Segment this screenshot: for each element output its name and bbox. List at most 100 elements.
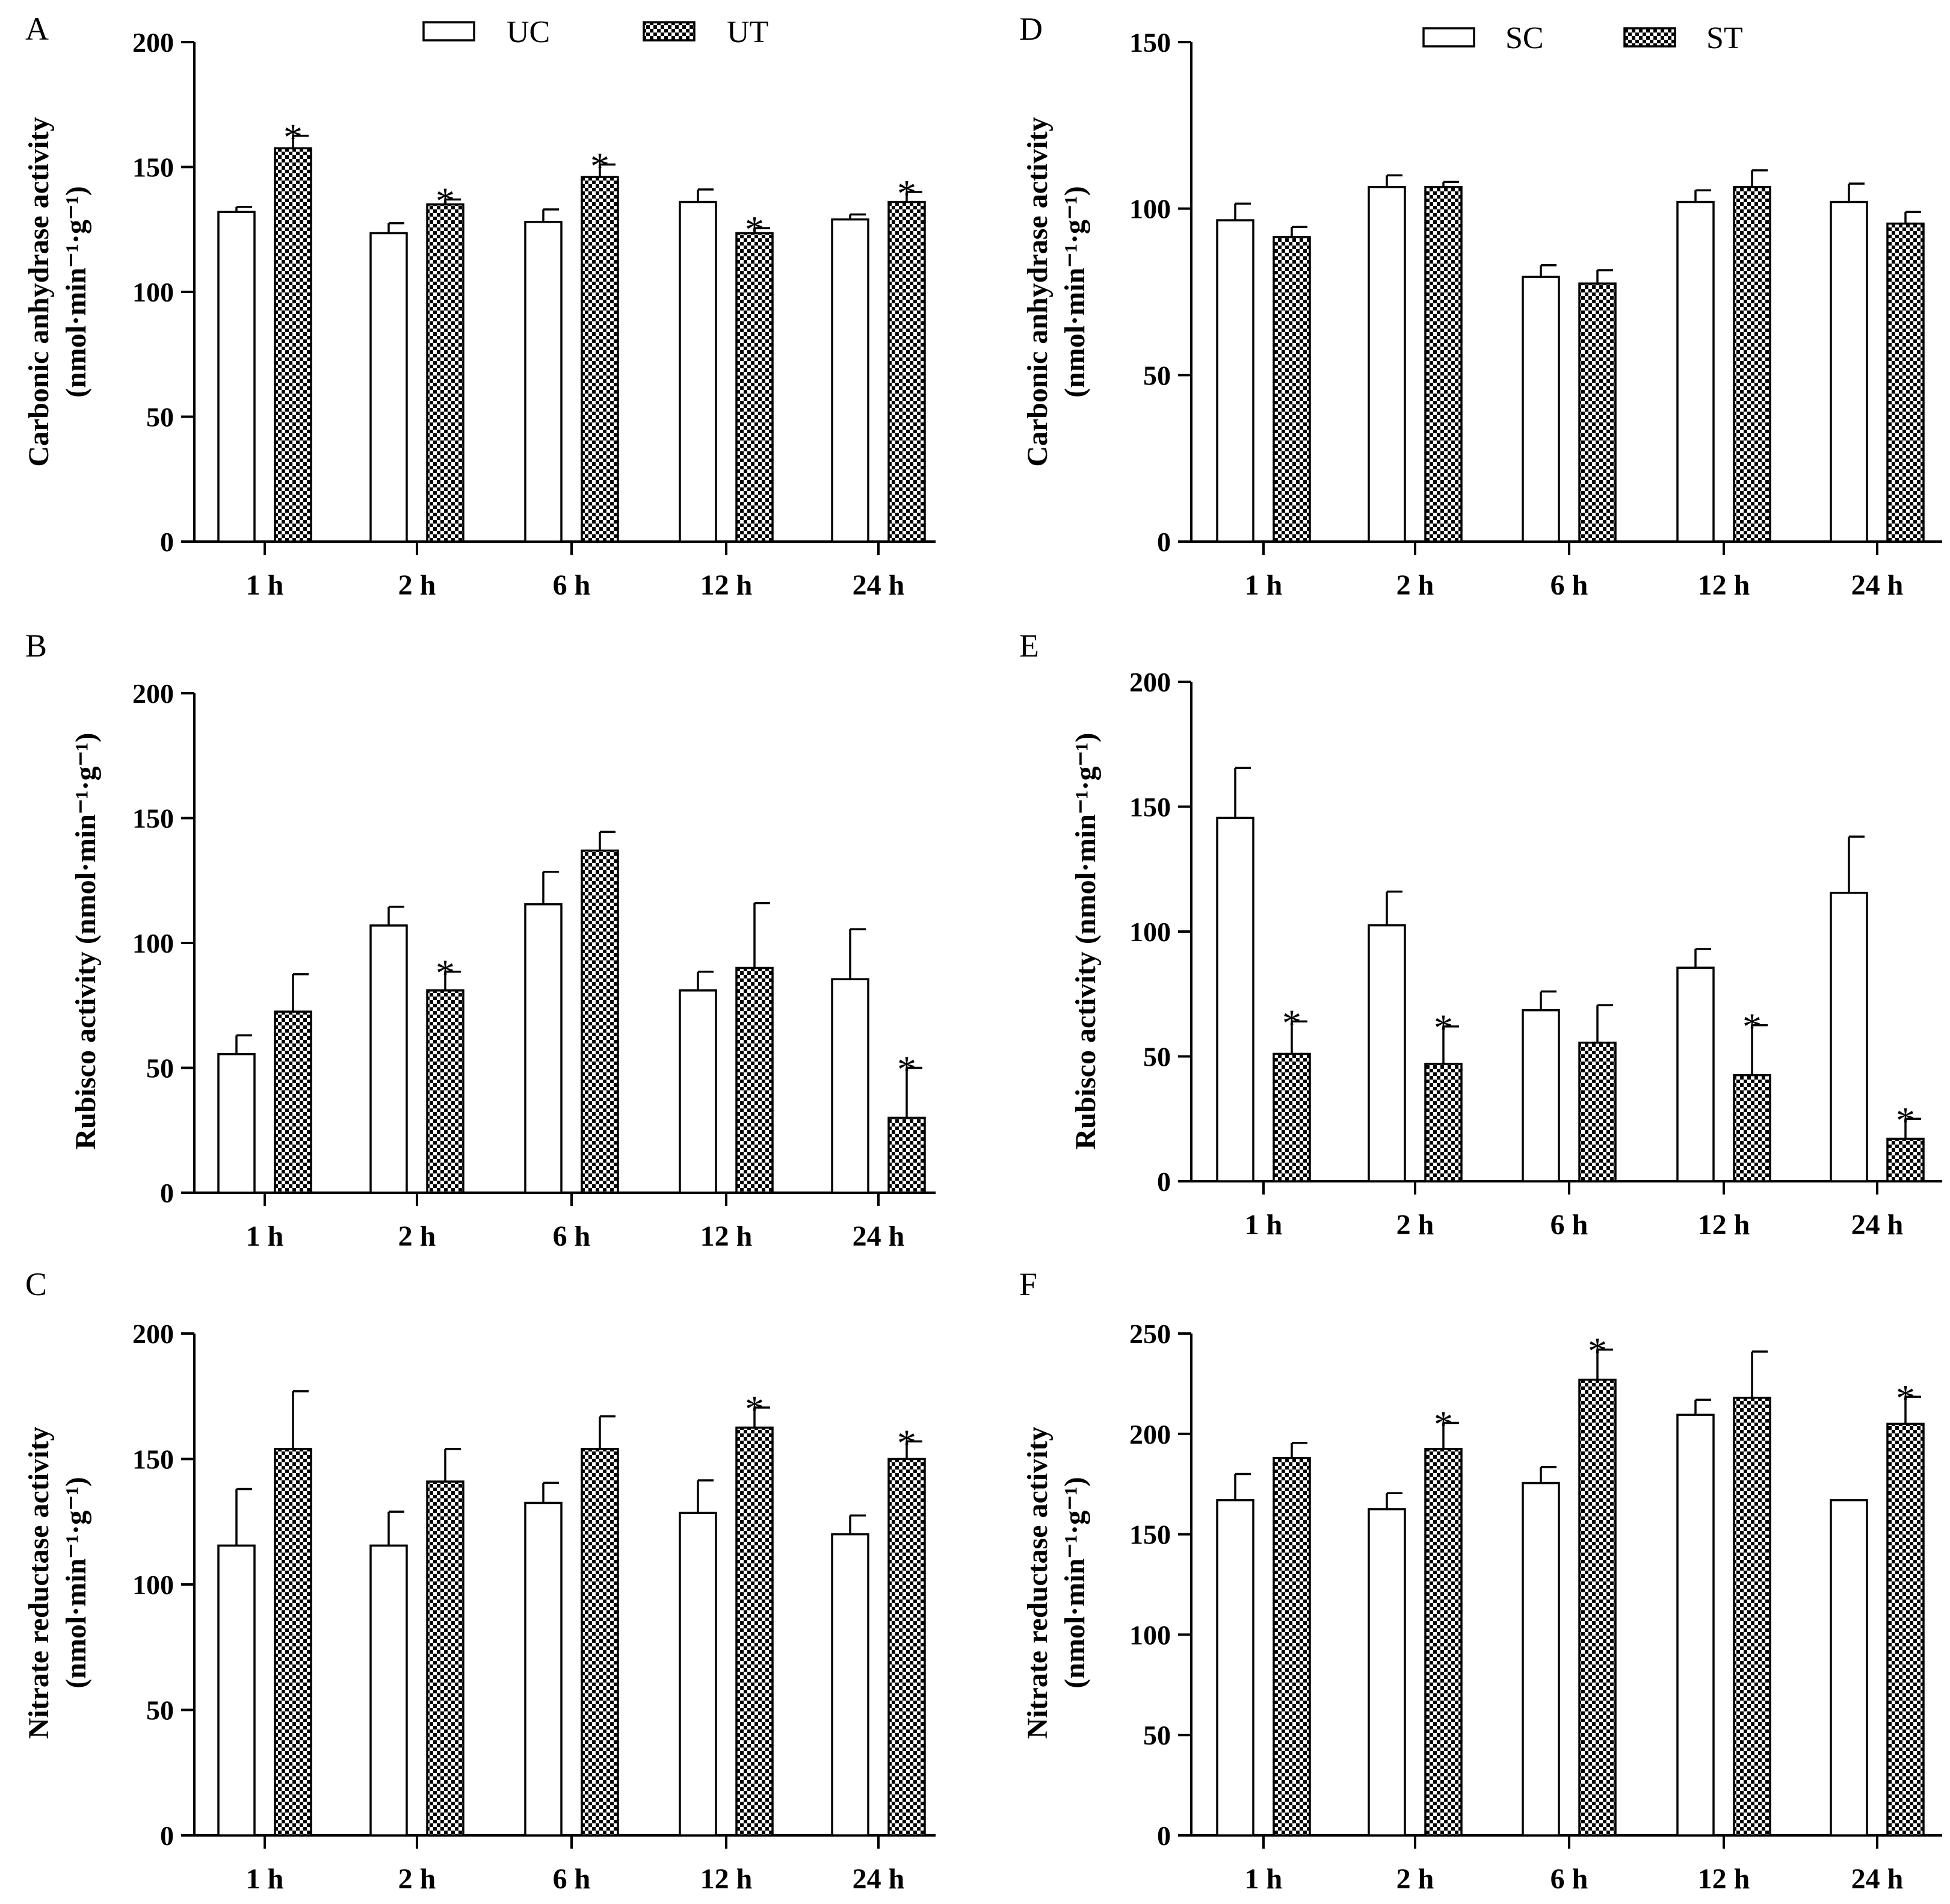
bar-control [1216,219,1254,543]
significance-star: * [1588,1330,1607,1373]
bar-control [524,1501,563,1837]
x-tick-label: 6 h [1550,569,1588,601]
x-tick-label: 2 h [1396,1863,1434,1895]
bar-control [217,211,256,543]
bar-treatment [1733,185,1771,543]
legend-label-treatment: UT [727,15,768,49]
significance-star: * [745,208,764,251]
bar-control [1830,891,1868,1182]
bar-treatment [581,1448,619,1837]
bar-treatment [1424,185,1463,543]
y-tick-label: 0 [160,527,174,557]
y-tick-label: 100 [1129,916,1171,947]
y-tick-label: 250 [1129,1318,1171,1349]
x-tick-label: 1 h [1245,1863,1283,1895]
significance-star: * [745,1388,764,1430]
significance-star: * [1896,1377,1915,1420]
bar-control [217,1052,256,1194]
x-tick-label: 1 h [246,569,284,601]
bar-treatment [426,1480,464,1837]
legend-right: SC ST [1422,21,1743,55]
y-axis-label-line: (nmol·min⁻¹·g⁻¹) [1059,1477,1091,1688]
bar-control [831,218,869,543]
bar-control [369,232,408,543]
bar-treatment [426,203,464,543]
x-tick-label: 1 h [1245,569,1283,601]
x-tick-label: 24 h [1851,569,1904,601]
significance-star: * [1282,1001,1301,1044]
y-axis-label-line: Carbonic anhydrase activity [1022,117,1054,466]
significance-star: * [1434,1403,1453,1445]
panel-c-nitrate-reductase: C 0 50 100 150 200 Nitrate reductase activity(… [23,1266,936,1895]
significance-star: * [1742,1006,1762,1048]
x-tick-label: 24 h [853,569,905,601]
bar-control [679,200,717,543]
y-tick-label: 200 [132,27,174,58]
y-tick-label: 200 [1129,667,1171,697]
bar-treatment [581,176,619,543]
y-tick-label: 100 [1129,1619,1171,1650]
y-axis-label-line: Nitrate reductase activity [1022,1427,1054,1739]
x-tick-label: 12 h [700,1220,753,1252]
x-tick-label: 1 h [246,1863,284,1895]
x-tick-label: 6 h [553,1220,591,1252]
x-tick-label: 6 h [553,569,591,601]
bar-treatment [735,966,774,1194]
y-tick-label: 0 [1157,527,1171,557]
x-tick-label: 6 h [1550,1863,1588,1895]
bar-treatment [887,1457,926,1837]
x-tick-label: 1 h [1245,1209,1283,1241]
bar-treatment [274,147,312,543]
legend-swatch-treatment [1623,27,1676,48]
bar-treatment [887,1116,926,1194]
y-tick-label: 100 [132,928,174,959]
y-tick-label: 100 [132,277,174,308]
significance-star: * [436,952,455,995]
bar-control [1676,200,1715,543]
y-tick-label: 0 [1157,1166,1171,1197]
x-tick-label: 12 h [1698,569,1750,601]
bar-treatment [1733,1397,1771,1837]
panel-d-carbonic-anhydrase: D 0 50 100 150 Carbonic anhydrase activity (nm… [1019,11,1942,601]
y-axis-label: Nitrate reductase activity (nmol·min⁻¹·g⁻… [1022,1427,1091,1739]
y-tick-label: 0 [1157,1820,1171,1851]
panel-letter: C [25,1266,47,1302]
x-tick-label: 2 h [398,1863,436,1895]
bar-control [1216,1499,1254,1837]
y-tick-label: 0 [160,1820,174,1851]
y-tick-label: 50 [1143,360,1171,391]
panel-b-rubisco: B 0 50 100 150 200 Rubisco activity (nmol·min⁻… [25,628,936,1252]
y-axis-label: Carbonic anhydrase activity (nmol·min⁻¹·g… [1022,117,1091,466]
y-axis-label: Rubisco activity (nmol·min⁻¹·g⁻¹) [70,733,102,1150]
panel-letter: A [25,11,49,47]
significance-star: * [590,144,609,187]
x-tick-label: 2 h [398,1220,436,1252]
x-tick-label: 24 h [853,1863,905,1895]
x-tick-label: 24 h [1851,1863,1904,1895]
y-tick-label: 150 [132,803,174,834]
y-axis-label-line: (nmol·min⁻¹·g⁻¹) [1059,186,1091,397]
y-tick-label: 50 [1143,1720,1171,1751]
y-axis-label-line: Rubisco activity (nmol·min⁻¹·g⁻¹) [1070,733,1102,1150]
panel-letter: E [1019,628,1039,664]
y-tick-label: 50 [146,402,174,433]
bar-treatment [274,1010,312,1194]
x-tick-label: 24 h [1851,1209,1904,1241]
bar-treatment [274,1448,312,1837]
significance-star: * [897,172,916,215]
panel-a-carbonic-anhydrase: A 0 50 100 150 200 Carbonic anhydrase activity… [23,11,936,601]
x-tick-label: 2 h [1396,1209,1434,1241]
y-tick-label: 150 [1129,27,1171,58]
bar-control [1676,1414,1715,1837]
bar-control [1830,1499,1868,1837]
bar-control [831,978,869,1194]
y-tick-label: 200 [1129,1419,1171,1450]
bar-control [1368,924,1406,1182]
y-tick-label: 50 [146,1695,174,1726]
bar-treatment [1424,1448,1463,1837]
bar-treatment [1578,1041,1617,1182]
y-axis-label-line: (nmol·min⁻¹·g⁻¹) [60,1477,92,1688]
bar-control [369,924,408,1194]
x-tick-label: 1 h [246,1220,284,1252]
